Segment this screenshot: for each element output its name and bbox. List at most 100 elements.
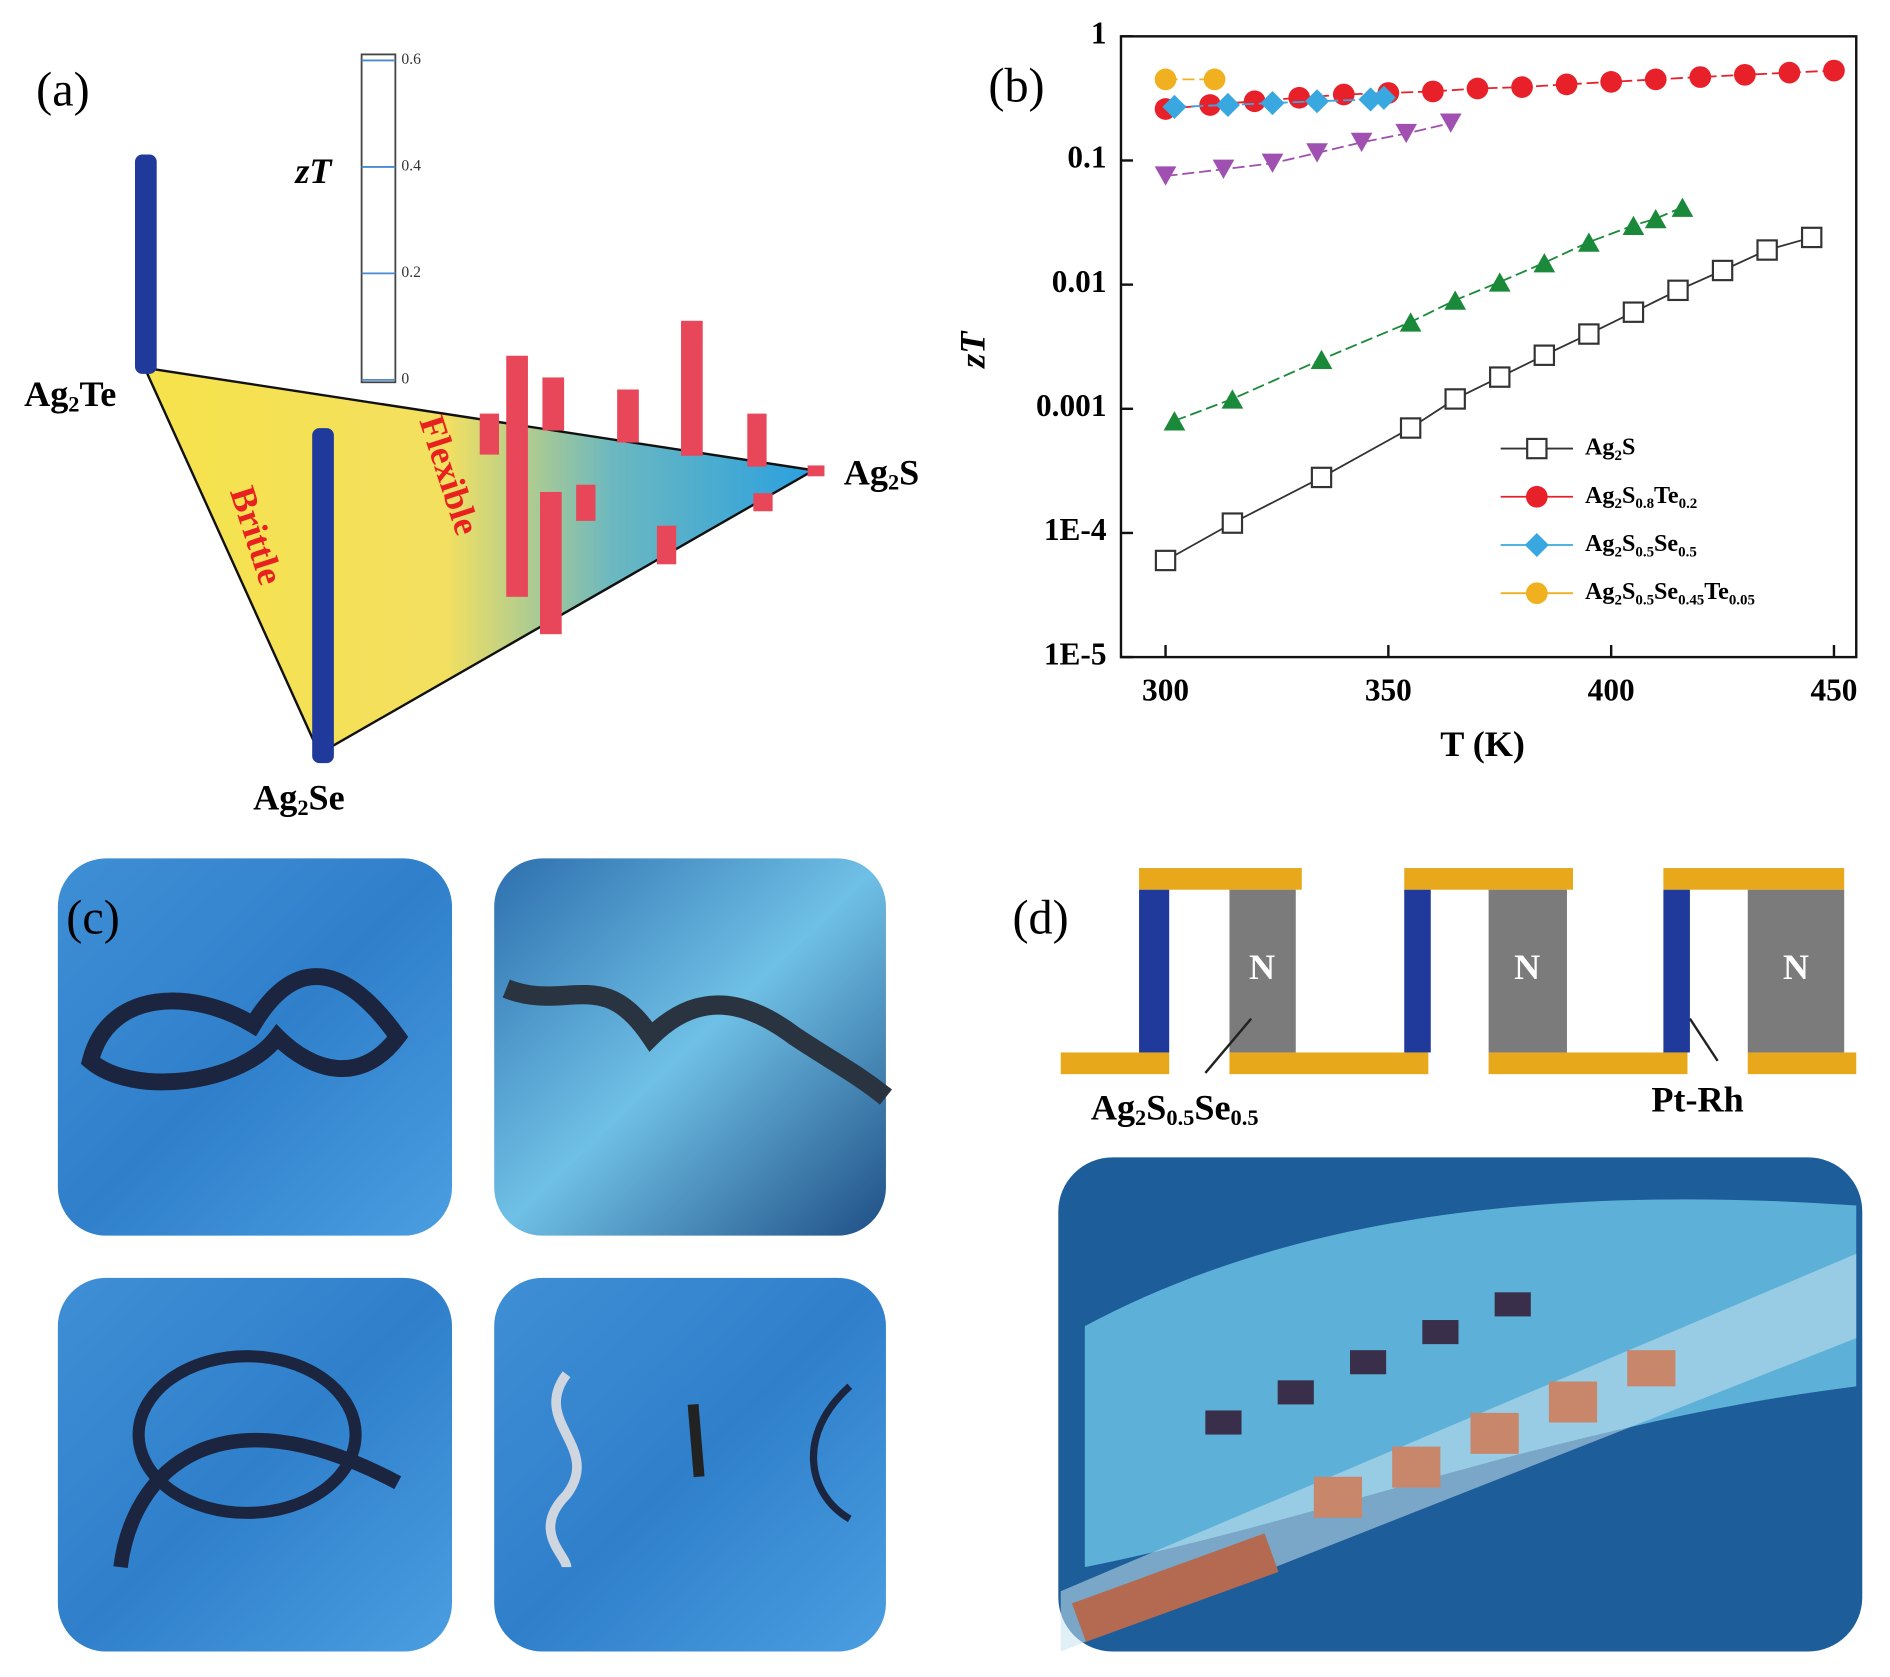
y-tick-label: 0.01 bbox=[1052, 264, 1107, 299]
y-tick-label: 1 bbox=[1091, 16, 1107, 51]
photo-ribbon bbox=[113, 1433, 402, 1569]
marker bbox=[1203, 68, 1226, 91]
marker bbox=[1489, 366, 1511, 388]
panel-d: N N N Ag2S0.5Se0.5 Pt-Rh (d) bbox=[1013, 868, 1863, 1652]
photo bbox=[494, 858, 886, 1236]
legend-label: Ag2S0.5Se0.5 bbox=[1585, 531, 1697, 561]
marker bbox=[1154, 68, 1177, 91]
marker bbox=[1399, 312, 1422, 332]
x-tick-label: 350 bbox=[1365, 672, 1412, 707]
marker bbox=[1644, 209, 1667, 229]
y-tick-label: 0.001 bbox=[1036, 388, 1107, 423]
plot-area: 300 350 400 450 1E-5 1E-4 0.001 0.01 0.1 1 Ag2S Ag2… bbox=[1036, 16, 1857, 708]
bar-ag2te bbox=[135, 154, 157, 374]
vertex-label: Ag2Se bbox=[253, 778, 345, 820]
marker bbox=[1371, 85, 1396, 110]
photo-strips bbox=[1313, 1350, 1676, 1518]
x-tick-label: 450 bbox=[1810, 672, 1857, 707]
colorbar-tick-label: 0.2 bbox=[401, 264, 421, 281]
legend-label: Ag2S0.5Se0.45Te0.05 bbox=[1585, 579, 1755, 609]
marker bbox=[1671, 197, 1694, 217]
marker bbox=[1488, 272, 1511, 292]
y-tick-label: 1E-5 bbox=[1044, 636, 1107, 671]
photo-ribbon bbox=[810, 1383, 853, 1523]
vertex-label: Ag2S bbox=[844, 453, 920, 495]
marker bbox=[1778, 61, 1801, 84]
legend-entry: Ag2S0.8Te0.2 bbox=[1500, 482, 1697, 513]
marker bbox=[1578, 323, 1600, 345]
photo-ribbon bbox=[545, 1371, 582, 1569]
marker bbox=[1439, 113, 1462, 133]
marker bbox=[1395, 123, 1418, 144]
legend-entry: Ag2S0.5Se0.5 bbox=[1500, 531, 1697, 561]
marker bbox=[1212, 159, 1235, 179]
marker bbox=[1305, 89, 1330, 114]
x-tick-label: 400 bbox=[1588, 672, 1635, 707]
marker bbox=[1310, 349, 1333, 370]
marker bbox=[1524, 532, 1549, 558]
marker bbox=[1511, 76, 1533, 98]
colorbar-title: zT bbox=[293, 151, 333, 191]
panel-label: (b) bbox=[988, 60, 1044, 113]
legend-label: Ag2S0.8Te0.2 bbox=[1585, 482, 1697, 512]
marker bbox=[1600, 70, 1623, 93]
marker bbox=[1422, 80, 1444, 103]
photo bbox=[494, 1277, 886, 1652]
panel-label: (a) bbox=[36, 63, 89, 116]
marker bbox=[1622, 215, 1645, 236]
photo-ribbon bbox=[80, 968, 409, 1091]
marker bbox=[1332, 83, 1355, 106]
marker bbox=[1260, 91, 1285, 116]
marker bbox=[1288, 86, 1311, 109]
photo-ribbon bbox=[132, 1350, 362, 1519]
ternary-triangle bbox=[142, 366, 818, 756]
marker bbox=[1444, 290, 1467, 310]
p-legs bbox=[1139, 889, 1690, 1053]
colorbar-tick-label: 0.4 bbox=[401, 158, 421, 175]
marker bbox=[1823, 59, 1845, 82]
marker bbox=[1533, 253, 1556, 273]
legend-entry: Ag2S0.5Se0.45Te0.05 bbox=[1500, 579, 1755, 609]
marker bbox=[1578, 232, 1600, 252]
leg-label: N bbox=[1783, 947, 1809, 987]
y-axis-label: zT bbox=[953, 330, 993, 370]
marker bbox=[1243, 90, 1266, 113]
leg-label: N bbox=[1249, 947, 1275, 987]
arrow bbox=[1688, 1018, 1719, 1062]
photo-strip bbox=[1071, 1533, 1279, 1642]
photo-ribbon bbox=[687, 1403, 705, 1478]
marker bbox=[1221, 389, 1244, 409]
panel-b: (b) T (K) zT 300 350 400 450 1E-5 1E-4 0.001 0.… bbox=[953, 16, 1858, 764]
marker bbox=[1526, 437, 1548, 460]
marker bbox=[1644, 68, 1667, 91]
plot-frame bbox=[1119, 35, 1858, 659]
flexible-bars bbox=[479, 320, 825, 635]
y-tick-label: 0.1 bbox=[1067, 140, 1106, 175]
annotation: Ag2S0.5Se0.5 bbox=[1091, 1088, 1259, 1130]
marker bbox=[1466, 77, 1489, 100]
marker bbox=[1555, 73, 1578, 96]
marker bbox=[1667, 279, 1689, 302]
marker bbox=[1525, 485, 1548, 508]
electrodes bbox=[1060, 868, 1857, 1075]
marker bbox=[1733, 63, 1756, 86]
colorbar-tick-label: 0.6 bbox=[401, 51, 421, 68]
colorbar-tick-label: 0 bbox=[401, 370, 409, 387]
photo-glove bbox=[1084, 1199, 1857, 1568]
marker bbox=[1622, 301, 1645, 323]
marker bbox=[1533, 344, 1556, 366]
panel-label: (c) bbox=[66, 891, 120, 944]
photo bbox=[57, 1277, 453, 1652]
marker bbox=[1261, 153, 1284, 173]
marker bbox=[1310, 466, 1333, 489]
bar-ag2se bbox=[312, 428, 334, 764]
marker bbox=[1162, 94, 1187, 119]
panel-a: (a) zT Ag2Te Ag2S Ag2Se Brittle Flexible bbox=[24, 53, 920, 820]
marker bbox=[1154, 166, 1177, 186]
n-legs bbox=[1229, 889, 1845, 1053]
marker bbox=[1306, 143, 1328, 163]
marker bbox=[1350, 132, 1373, 152]
marker bbox=[1689, 66, 1712, 88]
annotation: Pt-Rh bbox=[1651, 1079, 1743, 1119]
